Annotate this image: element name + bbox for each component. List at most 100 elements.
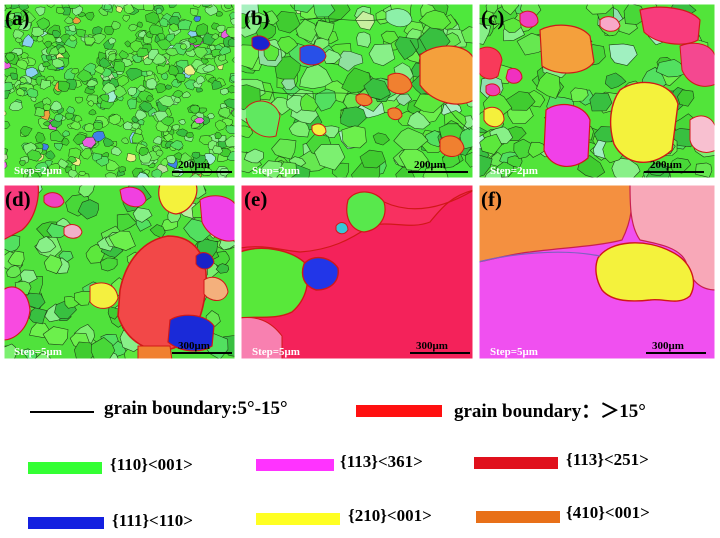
grain [76,69,94,83]
grain [394,36,419,61]
grain [51,58,65,68]
grain [53,143,63,151]
grain [295,18,319,43]
grain [115,5,123,14]
grain [108,230,136,251]
grain [15,87,26,97]
legend-label-113-251: {113}<251> [566,450,649,469]
panel-f-step: Step=5μm [490,346,538,358]
grain [169,140,184,151]
grain [57,158,69,169]
grain [73,341,96,360]
grain [207,112,215,120]
grain [55,36,63,43]
grain [211,80,223,90]
grain [181,91,192,99]
grain [7,250,25,267]
grain [136,172,150,179]
grain [503,17,522,33]
grain [68,34,78,42]
grain [570,87,589,102]
grain [131,122,140,130]
grain [55,6,66,14]
legend-label-boundary-high: grain boundary：＞15° [454,401,646,422]
grain [191,151,201,159]
grain [80,147,92,160]
grain [299,93,320,112]
grain [172,89,184,99]
grain [220,87,229,96]
legend-label-410-001: {410}<001> [566,503,650,522]
grain [138,146,149,157]
grain [49,129,65,143]
grain [108,37,117,45]
grain [113,60,126,73]
grain [189,8,199,16]
grain [100,257,118,272]
panel-e-map [240,184,474,360]
grain [19,160,26,166]
grain [136,84,146,92]
panel-f-scale-label: 300μm [652,340,684,352]
grain [45,54,53,61]
grain [243,148,264,164]
grain [3,81,14,92]
grain [42,121,51,127]
grain [123,3,135,15]
grain [91,130,106,142]
grain [195,23,208,37]
grain [126,153,137,163]
grain [7,13,15,20]
grain [39,78,51,90]
legend-label-111-110: {111}<110> [112,511,193,530]
panel-b-step: Step=2μm [252,165,300,177]
grain [418,9,452,30]
grain [160,72,169,80]
grain [359,149,386,169]
grain [108,53,117,62]
grain [26,149,43,162]
grain [3,120,11,130]
grain [341,125,367,149]
grain [62,130,70,137]
grain [103,3,112,11]
grain [293,3,315,13]
grain [240,13,250,29]
grain [152,52,167,65]
grain [536,72,561,99]
grain [88,109,97,116]
grain [36,17,51,30]
grain [173,152,182,161]
grain [29,307,48,325]
grain [184,160,194,167]
legend-swatch-110-001 [28,462,102,474]
grain [36,34,44,43]
grain [178,119,186,126]
legend-swatch-410-001 [476,511,560,523]
grain [271,138,297,160]
grain [159,17,169,27]
grain [146,95,155,102]
grain [48,46,60,56]
grain [145,78,158,90]
grain [70,68,80,75]
grain [93,65,105,75]
grain [155,83,167,94]
grain [185,131,194,139]
grain [84,123,95,132]
grain [363,77,391,100]
grain [160,158,169,167]
panel-f-map [478,184,716,360]
panel-b-map [240,3,474,179]
grain [398,144,429,172]
grain [14,12,23,21]
grain [195,75,206,85]
grain [3,235,21,253]
grain [157,32,166,41]
grain [26,170,41,179]
grain [214,131,223,140]
grain [122,14,130,22]
legend-label-110-001: {110}<001> [110,455,193,474]
grain [57,80,71,92]
panel-d-label: (d) [5,187,31,211]
